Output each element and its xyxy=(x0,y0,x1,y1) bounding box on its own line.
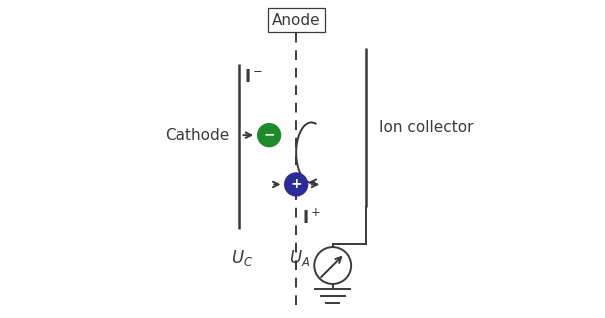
Text: $\mathbf{I}^+$: $\mathbf{I}^+$ xyxy=(302,208,322,228)
Text: $U_C$: $U_C$ xyxy=(231,248,253,267)
Text: −: − xyxy=(263,128,275,142)
Circle shape xyxy=(258,124,281,147)
Text: $\mathbf{I}^-$: $\mathbf{I}^-$ xyxy=(244,68,263,86)
Text: Anode: Anode xyxy=(272,13,321,28)
Text: +: + xyxy=(290,177,302,191)
Text: $U_A$: $U_A$ xyxy=(289,248,310,267)
Text: Ion collector: Ion collector xyxy=(379,120,473,135)
Text: Cathode: Cathode xyxy=(165,128,229,143)
Circle shape xyxy=(285,173,307,196)
